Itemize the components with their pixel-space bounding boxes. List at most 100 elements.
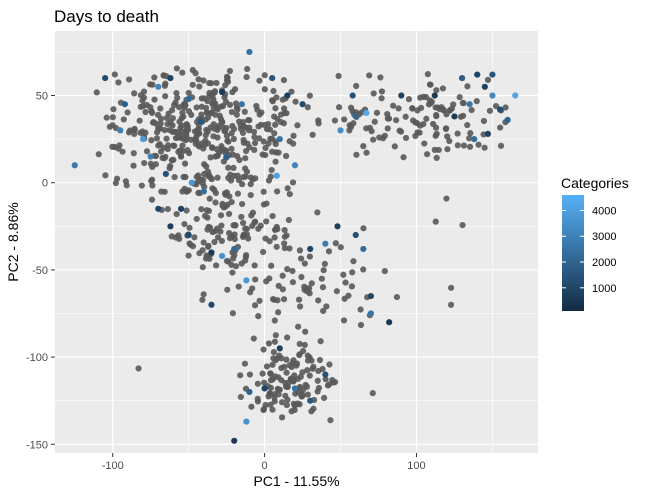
na-data-point bbox=[274, 188, 281, 195]
na-data-point bbox=[131, 90, 138, 97]
na-data-point bbox=[252, 218, 259, 225]
na-data-point bbox=[294, 122, 301, 129]
na-data-point bbox=[262, 151, 269, 159]
na-data-point bbox=[481, 144, 488, 151]
na-data-point bbox=[282, 152, 290, 160]
na-data-point bbox=[281, 240, 288, 247]
na-data-point bbox=[256, 297, 263, 304]
na-data-point bbox=[321, 260, 328, 267]
na-data-point bbox=[480, 117, 488, 125]
na-data-point bbox=[283, 356, 290, 363]
na-data-point bbox=[179, 142, 186, 149]
na-data-point bbox=[237, 393, 244, 401]
data-point bbox=[238, 101, 245, 108]
na-data-point bbox=[424, 151, 431, 158]
na-data-point bbox=[214, 134, 221, 141]
na-data-point bbox=[308, 408, 315, 415]
na-data-point bbox=[197, 176, 204, 183]
na-data-point bbox=[153, 135, 161, 142]
na-data-point bbox=[433, 154, 440, 162]
na-data-point bbox=[456, 94, 463, 101]
na-data-point bbox=[306, 372, 313, 379]
na-data-point bbox=[109, 143, 116, 150]
na-data-point bbox=[284, 185, 291, 192]
na-data-point bbox=[318, 275, 325, 282]
na-data-point bbox=[255, 225, 262, 232]
na-data-point bbox=[466, 143, 474, 150]
na-data-point bbox=[432, 124, 440, 131]
na-data-point bbox=[251, 134, 258, 141]
data-point bbox=[398, 92, 405, 99]
na-data-point bbox=[286, 245, 293, 252]
na-data-point bbox=[439, 85, 447, 92]
data-point bbox=[155, 83, 162, 90]
na-data-point bbox=[143, 148, 151, 155]
data-point bbox=[504, 116, 511, 124]
data-point bbox=[299, 101, 306, 108]
na-data-point bbox=[131, 125, 138, 132]
na-data-point bbox=[443, 195, 450, 202]
na-data-point bbox=[468, 107, 475, 114]
na-data-point bbox=[195, 189, 202, 196]
na-data-point bbox=[191, 234, 198, 241]
na-data-point bbox=[171, 174, 178, 181]
na-data-point bbox=[271, 394, 278, 401]
na-data-point bbox=[265, 340, 273, 347]
na-data-point bbox=[283, 110, 290, 117]
na-data-point bbox=[270, 87, 277, 95]
na-data-point bbox=[214, 152, 221, 159]
legend-tick-label: 2000 bbox=[592, 257, 616, 269]
na-data-point bbox=[360, 266, 367, 273]
na-data-point bbox=[308, 357, 315, 364]
na-data-point bbox=[261, 72, 268, 79]
na-data-point bbox=[287, 375, 295, 382]
na-data-point bbox=[433, 87, 440, 94]
na-data-point bbox=[226, 101, 234, 108]
na-data-point bbox=[271, 130, 278, 137]
na-data-point bbox=[229, 122, 236, 130]
na-data-point bbox=[263, 218, 270, 225]
na-data-point bbox=[376, 134, 383, 141]
na-data-point bbox=[326, 361, 333, 368]
na-data-point bbox=[304, 104, 311, 111]
y-tick-label: -50 bbox=[32, 265, 48, 277]
na-data-point bbox=[248, 212, 255, 219]
na-data-point bbox=[325, 248, 333, 255]
na-data-point bbox=[275, 391, 282, 398]
na-data-point bbox=[110, 106, 117, 113]
data-point bbox=[155, 205, 162, 212]
data-point bbox=[466, 101, 473, 108]
na-data-point bbox=[109, 114, 116, 121]
na-data-point bbox=[150, 118, 157, 126]
na-data-point bbox=[289, 267, 296, 275]
data-point bbox=[197, 118, 204, 125]
na-data-point bbox=[310, 363, 317, 370]
na-data-point bbox=[177, 131, 184, 139]
na-data-point bbox=[174, 94, 181, 101]
na-data-point bbox=[252, 276, 259, 283]
na-data-point bbox=[271, 113, 278, 120]
na-data-point bbox=[200, 145, 207, 152]
na-data-point bbox=[207, 224, 214, 231]
na-data-point bbox=[315, 120, 322, 127]
na-data-point bbox=[289, 179, 297, 186]
na-data-point bbox=[447, 301, 455, 308]
na-data-point bbox=[173, 211, 180, 218]
na-data-point bbox=[486, 107, 494, 114]
data-point bbox=[496, 106, 504, 113]
na-data-point bbox=[278, 111, 285, 118]
na-data-point bbox=[178, 122, 185, 129]
na-data-point bbox=[228, 198, 235, 206]
na-data-point bbox=[213, 146, 220, 153]
na-data-point bbox=[314, 377, 321, 384]
na-data-point bbox=[158, 188, 165, 195]
na-data-point bbox=[225, 210, 233, 218]
na-data-point bbox=[260, 248, 267, 256]
na-data-point bbox=[296, 303, 304, 310]
na-data-point bbox=[450, 101, 457, 108]
data-point bbox=[276, 136, 283, 143]
na-data-point bbox=[497, 124, 504, 131]
na-data-point bbox=[230, 135, 237, 143]
na-data-point bbox=[201, 95, 208, 102]
